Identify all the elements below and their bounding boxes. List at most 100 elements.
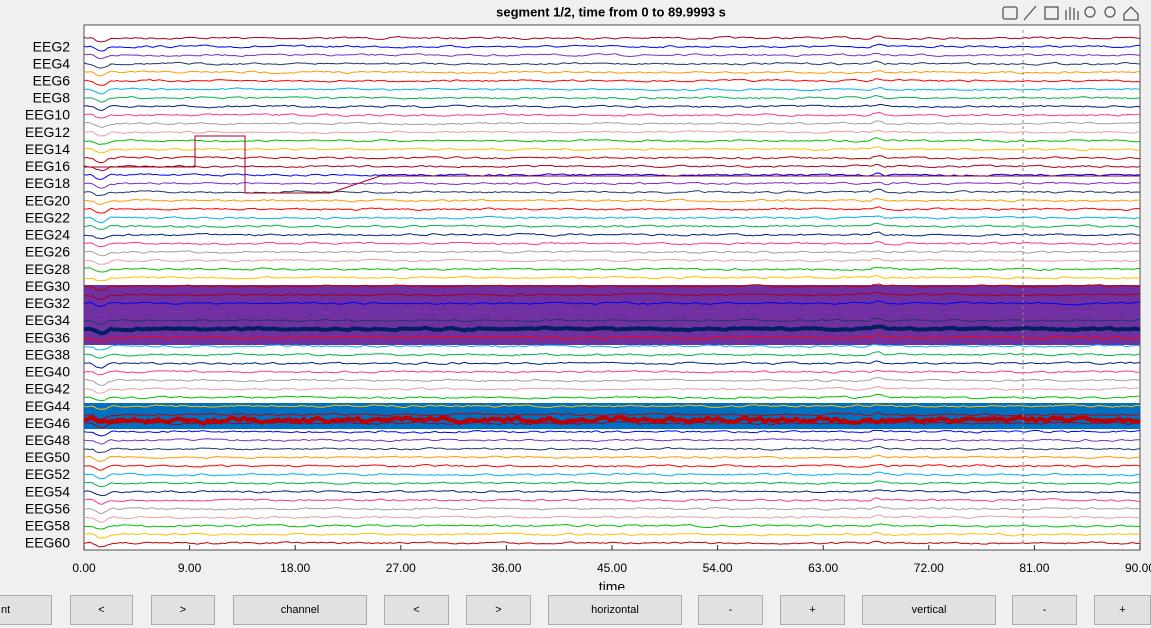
button[interactable]: vertical — [862, 595, 996, 625]
home-icon[interactable] — [1123, 6, 1139, 21]
x-tick-label: 72.00 — [914, 561, 944, 575]
eeg-trace — [83, 317, 1141, 326]
x-tick-label: 9.00 — [178, 561, 202, 575]
eeg-trace — [83, 351, 1141, 359]
zoom-in-icon[interactable] — [1084, 6, 1096, 18]
brush-icon[interactable] — [1023, 5, 1037, 21]
eeg-trace — [83, 369, 1141, 376]
x-tick-label: 0.00 — [72, 561, 96, 575]
eeg-trace — [83, 334, 1141, 343]
eeg-trace — [83, 324, 1141, 336]
x-tick-label: 27.00 — [386, 561, 416, 575]
eeg-trace — [83, 471, 1141, 480]
channel-label: EEG54 — [25, 483, 70, 499]
channel-label: EEG34 — [25, 312, 70, 328]
channel-label: EEG14 — [25, 141, 70, 157]
eeg-trace — [83, 377, 1140, 387]
eeg-trace — [83, 275, 1141, 282]
eeg-trace — [83, 120, 1141, 129]
channel-label: EEG4 — [33, 55, 71, 71]
eeg-trace — [83, 60, 1141, 69]
channel-label: EEG52 — [25, 466, 70, 482]
x-axis-label: time — [599, 579, 626, 590]
button[interactable]: - — [1012, 595, 1077, 625]
channel-label: EEG50 — [25, 449, 70, 465]
export-icon[interactable] — [1002, 6, 1018, 20]
x-tick-label: 54.00 — [703, 561, 733, 575]
eeg-trace — [83, 412, 1141, 421]
pan-icon[interactable] — [1065, 7, 1079, 20]
channel-label: EEG8 — [33, 90, 71, 106]
zoom-out-icon[interactable] — [1104, 6, 1116, 18]
eeg-trace — [83, 404, 1141, 410]
button[interactable]: + — [1094, 595, 1151, 625]
eeg-trace — [83, 35, 1141, 43]
eeg-trace — [83, 414, 1141, 426]
button[interactable]: < — [384, 595, 449, 625]
button[interactable]: > — [151, 595, 215, 625]
eeg-trace — [83, 300, 1140, 307]
eeg-trace — [84, 505, 1141, 515]
x-tick-label: 63.00 — [808, 561, 838, 575]
channel-label: EEG28 — [25, 261, 70, 277]
eeg-trace — [83, 241, 1141, 247]
eeg-trace — [83, 445, 1141, 454]
eeg-trace — [83, 429, 1141, 437]
button[interactable]: nt — [0, 595, 52, 625]
artifact-band — [84, 285, 1140, 345]
artifact-band — [84, 403, 1140, 429]
channel-label: EEG36 — [25, 329, 70, 345]
traces — [83, 30, 1141, 548]
eeg-trace — [83, 385, 1141, 394]
x-tick-label: 18.00 — [280, 561, 310, 575]
channel-label: EEG16 — [25, 158, 70, 174]
channel-label: EEG22 — [25, 209, 70, 225]
eeg-trace — [83, 531, 1141, 539]
eeg-trace — [83, 257, 1141, 265]
eeg-trace — [83, 497, 1141, 505]
eeg-trace — [83, 308, 1141, 317]
eeg-trace — [83, 267, 1140, 273]
channel-label: EEG44 — [25, 398, 70, 414]
button[interactable]: > — [466, 595, 531, 625]
channel-label: EEG56 — [25, 500, 70, 516]
eeg-trace — [83, 52, 1140, 60]
eeg-trace — [83, 250, 1141, 257]
eeg-trace — [83, 463, 1141, 471]
chart-title: segment 1/2, time from 0 to 89.9993 s — [496, 4, 726, 19]
channel-label: EEG38 — [25, 346, 70, 362]
button[interactable]: + — [780, 595, 845, 625]
channel-label: EEG24 — [25, 227, 70, 243]
x-tick-label: 36.00 — [491, 561, 521, 575]
button[interactable]: horizontal — [548, 595, 682, 625]
eeg-trace — [84, 94, 1141, 103]
channel-label: EEG60 — [25, 535, 70, 551]
eeg-trace — [83, 291, 1141, 301]
eeg-trace — [83, 540, 1141, 548]
eeg-trace — [83, 197, 1141, 206]
toolbar — [1002, 5, 1139, 21]
eeg-trace — [83, 283, 1141, 292]
eeg-trace — [83, 163, 1141, 172]
eeg-trace — [83, 155, 1141, 164]
button[interactable]: < — [70, 595, 133, 625]
channel-label: EEG10 — [25, 107, 70, 123]
button[interactable]: - — [698, 595, 763, 625]
channel-label: EEG2 — [33, 38, 71, 54]
channel-label: EEG18 — [25, 175, 70, 191]
datatip-icon[interactable] — [1044, 6, 1059, 20]
eeg-trace — [83, 523, 1141, 530]
x-tick-label: 45.00 — [597, 561, 627, 575]
channel-label: EEG58 — [25, 518, 70, 534]
channel-label: EEG26 — [25, 244, 70, 260]
eeg-trace — [83, 438, 1141, 445]
channel-label: EEG6 — [33, 72, 71, 88]
channel-label: EEG20 — [25, 192, 70, 208]
eeg-trace — [83, 489, 1140, 497]
eeg-trace — [83, 454, 1141, 463]
eeg-trace — [83, 136, 1141, 146]
eeg-trace — [83, 111, 1141, 119]
button[interactable]: channel — [233, 595, 367, 625]
eeg-trace — [84, 343, 1141, 351]
